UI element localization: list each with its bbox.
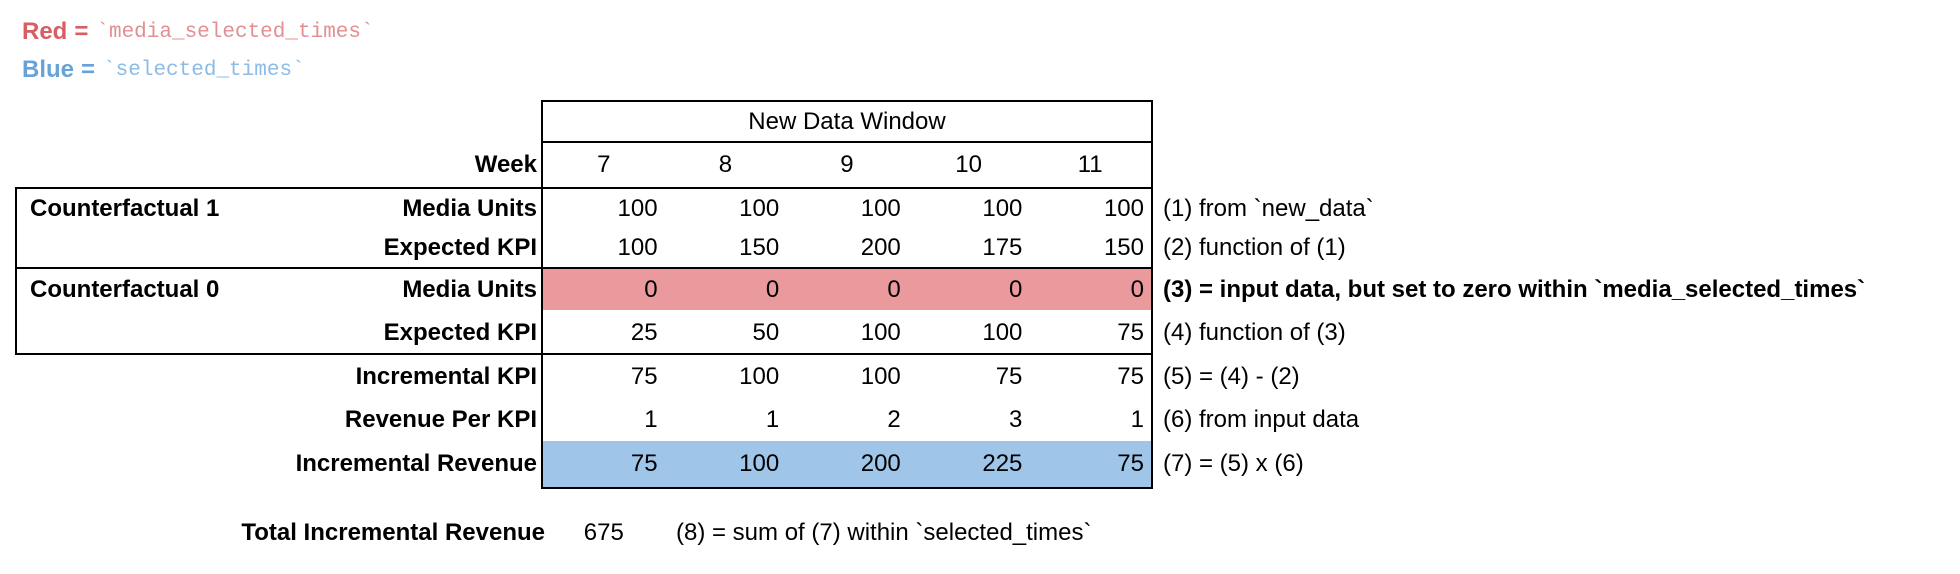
row-label: Media Units xyxy=(402,275,537,303)
value-cell: 3 xyxy=(1009,405,1023,433)
week-header-cell: 8 xyxy=(718,151,733,178)
value-cell: 75 xyxy=(630,450,658,477)
value-cell: 100 xyxy=(982,194,1023,222)
week-row: Week 7 8 9 10 11 xyxy=(0,143,1960,187)
legend-red-code: `media_selected_times` xyxy=(96,20,374,44)
data-block-left-border xyxy=(541,100,543,489)
value-cell: 0 xyxy=(644,275,658,303)
value-cell: 225 xyxy=(982,450,1023,477)
table-row-revenue-per-kpi: Revenue Per KPI 1 1 2 3 1 (6) from input… xyxy=(0,398,1960,441)
row-annotation: (7) = (5) x (6) xyxy=(1163,450,1304,477)
value-cell: 150 xyxy=(739,233,780,261)
row-annotation: (3) = input data, but set to zero within… xyxy=(1163,275,1866,303)
value-cell: 75 xyxy=(1117,450,1144,477)
legend-red-equals: = xyxy=(74,18,89,45)
value-cell: 75 xyxy=(1117,362,1144,390)
value-cell: 0 xyxy=(765,275,780,303)
table-row-incremental-revenue: Incremental Revenue 75 100 200 225 75 (7… xyxy=(0,441,1960,487)
value-cell: 0 xyxy=(1009,275,1023,303)
counterfactual-1-label: Counterfactual 1 xyxy=(30,194,220,222)
total-annotation: (8) = sum of (7) within `selected_times` xyxy=(676,519,1092,546)
table-row-incremental-kpi: Incremental KPI 75 100 100 75 75 (5) = (… xyxy=(0,355,1960,398)
value-cell: 200 xyxy=(860,450,901,477)
header-top-border xyxy=(541,100,1153,102)
table-row-expected-kpi-cf0: Expected KPI 25 50 100 100 75 (4) functi… xyxy=(0,312,1960,353)
row-annotation: (6) from input data xyxy=(1163,405,1360,433)
legend-blue-label: Blue xyxy=(22,56,75,83)
table-row-media-units-cf1: Media Units 100 100 100 100 100 (1) from… xyxy=(0,189,1960,228)
value-cell: 0 xyxy=(887,275,901,303)
legend-red: Red = `media_selected_times` xyxy=(22,14,374,50)
value-cell: 100 xyxy=(982,318,1023,346)
value-cell: 0 xyxy=(1130,275,1144,303)
value-cell: 2 xyxy=(887,405,901,433)
row-label: Incremental Revenue xyxy=(295,450,537,477)
red-highlight-media-selected-times xyxy=(543,269,1151,310)
value-cell: 50 xyxy=(752,318,780,346)
week-header-cell: 11 xyxy=(1077,151,1103,178)
value-cell: 200 xyxy=(860,233,901,261)
cf0-bottom-border xyxy=(15,353,1153,355)
value-cell: 25 xyxy=(630,318,658,346)
value-cell: 100 xyxy=(617,194,658,222)
row-annotation: (1) from `new_data` xyxy=(1163,194,1374,222)
value-cell: 100 xyxy=(860,362,901,390)
legend-blue-equals: = xyxy=(81,56,96,83)
row-annotation: (4) function of (3) xyxy=(1163,318,1346,346)
cf1-cf0-divider-border xyxy=(15,267,1153,269)
label-box-left-border xyxy=(15,187,17,355)
value-cell: 100 xyxy=(739,450,780,477)
row-label: Revenue Per KPI xyxy=(344,405,537,433)
week-header-cell: 10 xyxy=(955,151,982,178)
legend-red-label: Red xyxy=(22,18,68,45)
value-cell: 1 xyxy=(765,405,780,433)
value-cell: 75 xyxy=(1117,318,1144,346)
header-bottom-border xyxy=(541,141,1153,143)
total-row: Total Incremental Revenue 675 (8) = sum … xyxy=(0,511,1960,555)
value-cell: 100 xyxy=(1103,194,1144,222)
week-row-bottom-border xyxy=(15,187,1153,189)
row-label: Incremental KPI xyxy=(355,362,537,390)
total-label: Total Incremental Revenue xyxy=(241,519,545,546)
table-bottom-border xyxy=(541,487,1153,489)
legend-blue: Blue = `selected_times` xyxy=(22,52,305,88)
row-annotation: (5) = (4) - (2) xyxy=(1163,362,1300,390)
value-cell: 100 xyxy=(860,318,901,346)
week-header-cell: 7 xyxy=(597,151,611,178)
value-cell: 1 xyxy=(644,405,658,433)
row-label: Expected KPI xyxy=(383,233,537,261)
row-annotation: (2) function of (1) xyxy=(1163,233,1346,261)
table-row-media-units-cf0: Media Units 0 0 0 0 0 (3) = input data, … xyxy=(0,269,1960,310)
new-data-window-header: New Data Window xyxy=(748,107,946,135)
value-cell: 100 xyxy=(860,194,901,222)
week-header-cell: 9 xyxy=(840,151,854,178)
counterfactual-0-label: Counterfactual 0 xyxy=(30,275,220,303)
data-block-right-border xyxy=(1151,100,1153,489)
value-cell: 100 xyxy=(739,362,780,390)
value-cell: 100 xyxy=(739,194,780,222)
blue-highlight-selected-times xyxy=(543,441,1151,487)
value-cell: 75 xyxy=(630,362,658,390)
value-cell: 175 xyxy=(982,233,1023,261)
total-value: 675 xyxy=(583,519,624,546)
row-label: Expected KPI xyxy=(383,318,537,346)
legend-blue-code: `selected_times` xyxy=(103,58,305,82)
week-row-label: Week xyxy=(474,151,537,178)
value-cell: 75 xyxy=(995,362,1023,390)
value-cell: 1 xyxy=(1130,405,1144,433)
value-cell: 100 xyxy=(617,233,658,261)
value-cell: 150 xyxy=(1103,233,1144,261)
table-row-expected-kpi-cf1: Expected KPI 100 150 200 175 150 (2) fun… xyxy=(0,228,1960,267)
row-label: Media Units xyxy=(402,194,537,222)
